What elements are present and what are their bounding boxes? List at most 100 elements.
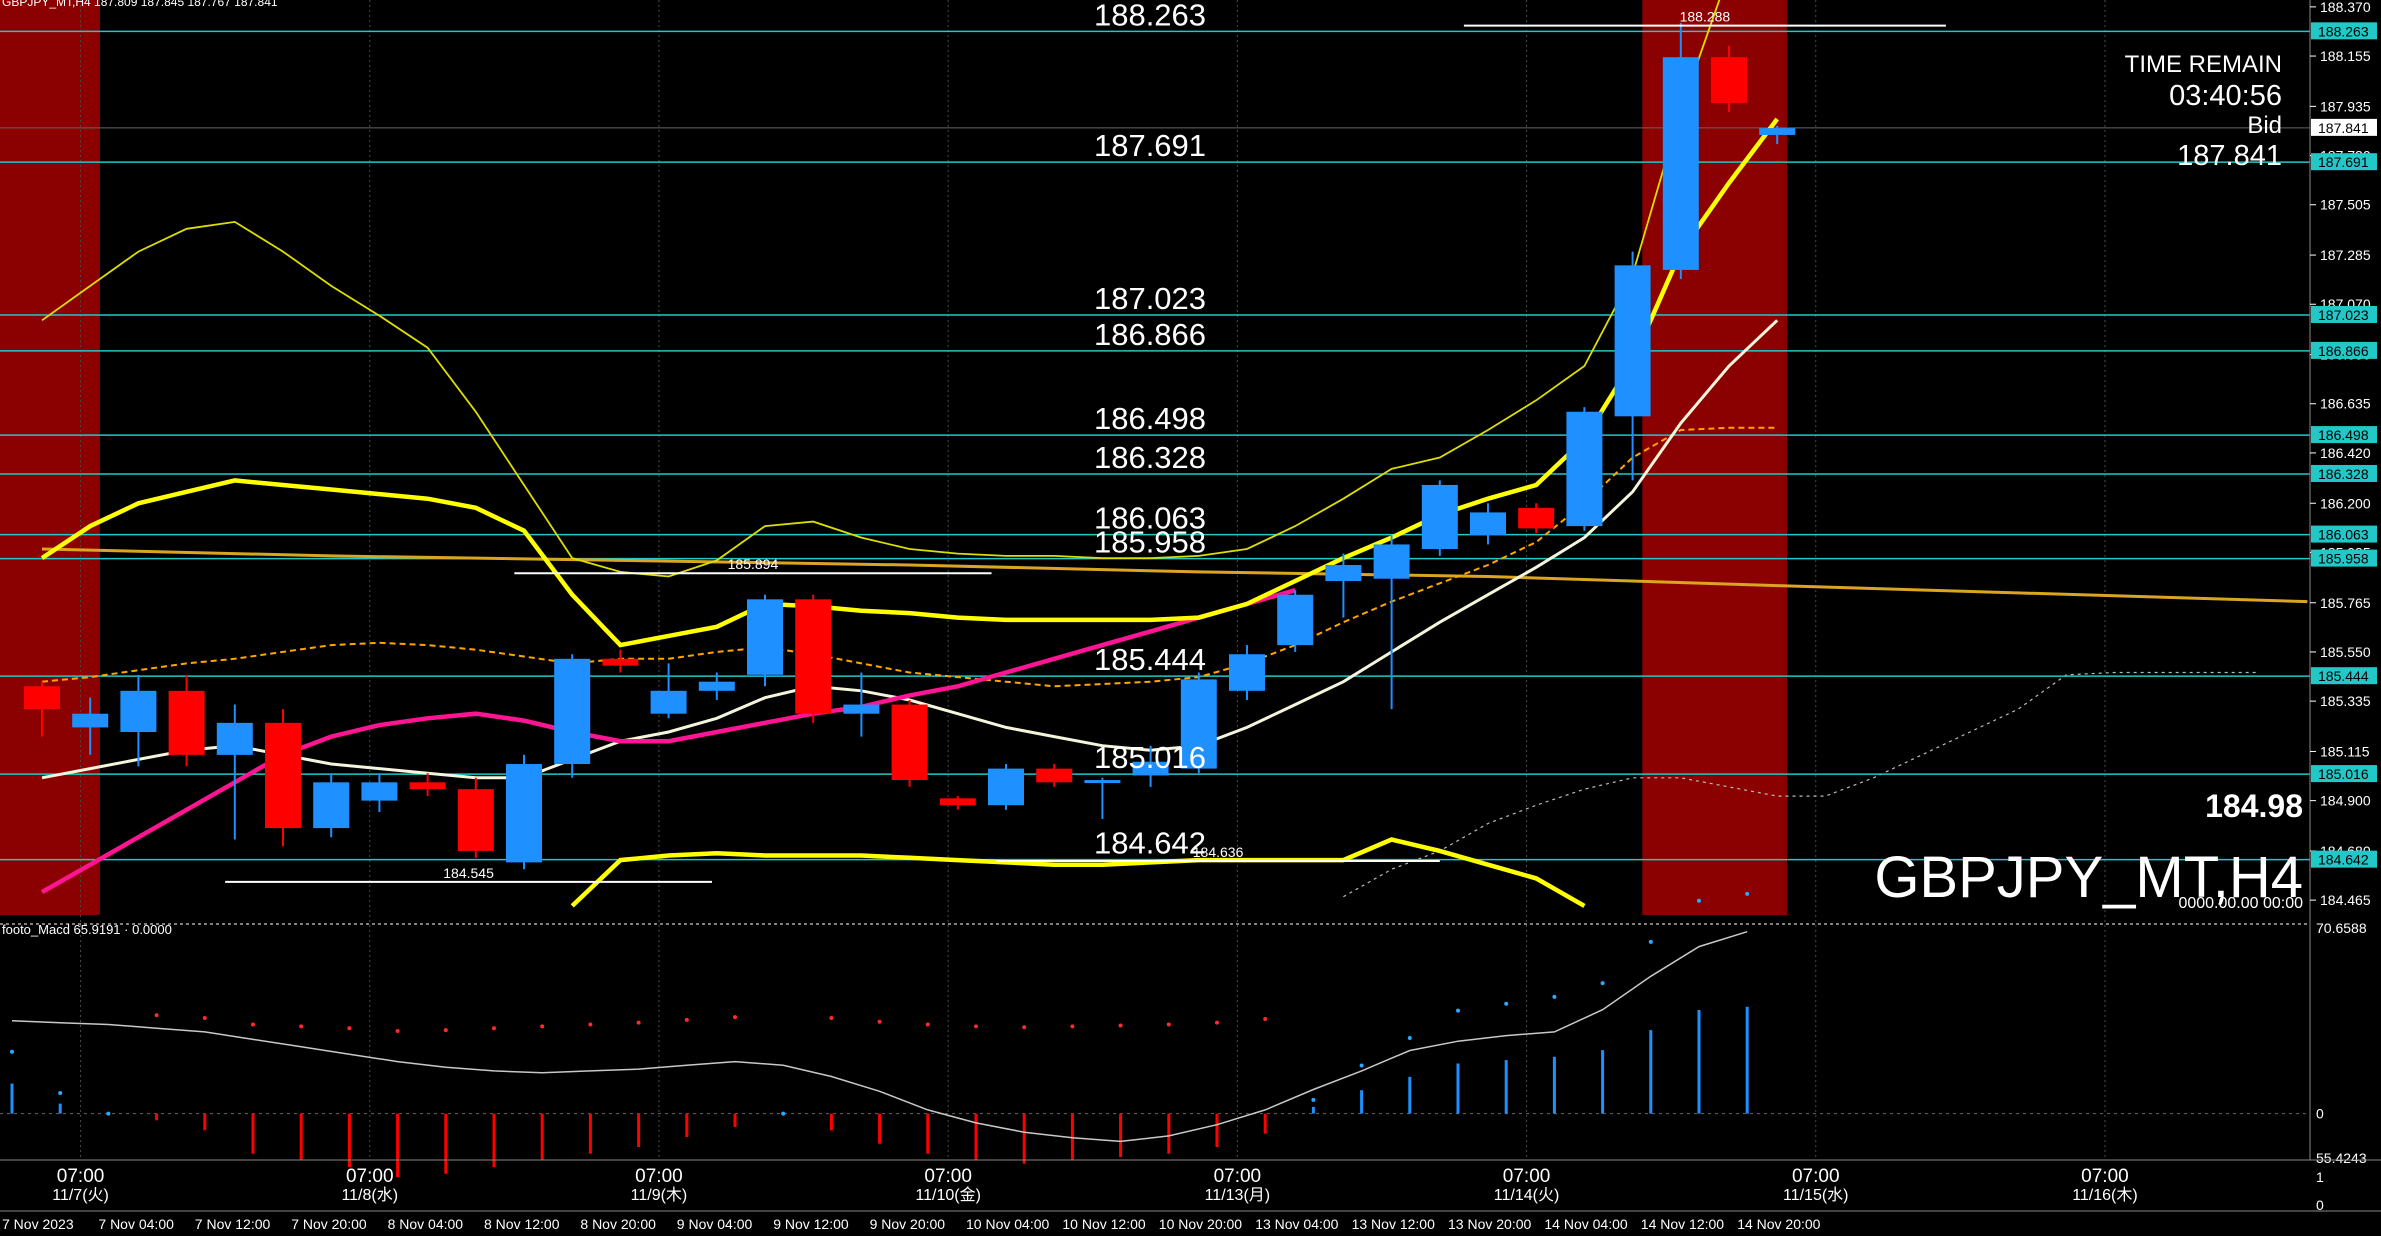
macd-dot-28 [1359,1063,1364,1068]
time-minor-label-13: 13 Nov 04:00 [1255,1216,1338,1232]
level-label-2: 187.023 [1094,281,1206,316]
candle-body-1 [72,713,109,728]
candle-body-29 [1421,484,1458,549]
level-axis-label-9: 185.016 [2318,766,2369,782]
level-axis-label-8: 185.444 [2318,668,2369,684]
time-major-label-6: 07:00 [1792,1166,1840,1187]
macd-dot-14 [684,1017,689,1022]
macd-dot-29 [1407,1036,1412,1041]
candle-17 [843,672,880,737]
candle-23 [1132,745,1169,787]
candle-body-34 [1662,57,1699,270]
candle-body-22 [1084,780,1121,784]
candle-body-16 [795,599,832,714]
level-axis-box-6 [2311,525,2377,543]
candle-22 [1084,777,1121,819]
swing-label-0: 188.288 [1680,9,1731,25]
time-major-date-5: 11/14(火) [1494,1187,1560,1204]
time-minor-label-10: 10 Nov 04:00 [966,1216,1049,1232]
time-major-label-7: 07:00 [2081,1166,2129,1187]
price-axis: 188.370188.155187.935187.720187.505187.2… [2309,0,2377,1160]
bid-value: 187.841 [2177,140,2282,172]
macd-dot-35 [1697,898,1701,903]
y-tick-label-13: 185.550 [2320,644,2371,660]
time-minor-label-1: 7 Nov 04:00 [98,1216,174,1232]
y-tick-label-18: 184.465 [2320,892,2371,908]
macd-dot-10 [492,1026,496,1031]
y-tick-label-16: 184.900 [2320,793,2371,809]
y-tick-label-8: 186.635 [2320,396,2371,412]
time-remain-value: 03:40:56 [2169,80,2282,112]
time-minor-label-3: 7 Nov 20:00 [291,1216,367,1232]
candle-body-3 [168,690,205,755]
candle-body-14 [698,681,735,691]
candlesticks [24,22,1796,870]
y-tick-label-2: 187.935 [2320,98,2371,114]
level-label-0: 188.263 [1094,0,1206,32]
candle-body-20 [988,768,1024,806]
info-panel: TIME REMAIN 03:40:56 Bid 187.841 [2125,51,2282,172]
candle-29 [1421,480,1458,556]
candle-body-26 [1277,594,1314,646]
time-major-label-5: 07:00 [1503,1166,1551,1187]
candle-34 [1662,22,1699,280]
candle-body-27 [1325,565,1362,582]
watermark-sub: 0000.00.00 00:00 [2178,895,2303,912]
ichimoku-cloud [1343,671,2260,898]
candle-35 [1711,45,1747,113]
candle-14 [698,672,735,700]
candle-body-10 [506,764,542,863]
level-label-3: 186.866 [1094,317,1206,352]
macd-dot-8 [395,1029,400,1034]
macd-dot-3 [154,1013,159,1018]
time-minor-label-2: 7 Nov 12:00 [195,1216,271,1232]
candle-21 [1036,764,1073,787]
overlay-orange-dashed [41,426,1778,688]
swing-label-2: 184.545 [443,865,494,881]
candle-body-30 [1470,512,1506,536]
time-minor-label-7: 9 Nov 04:00 [677,1216,753,1232]
macd-tick-1: 0 [2316,1106,2324,1122]
y-tick-label-0: 188.370 [2320,0,2371,15]
macd-dot-11 [540,1024,545,1029]
overlay-orange-line [41,547,2308,604]
candle-body-19 [939,798,976,806]
time-axis-right-0: 0 [2316,1197,2324,1213]
time-axis: 07:0011/7(火)07:0011/8(水)07:0011/9(木)07:0… [0,1159,2381,1232]
macd-indicator-label: footo_Macd 65.9191 · 0.0000 [2,922,172,937]
current-price-axis-box [2311,118,2377,136]
macd-dot-26 [1263,1016,1268,1021]
level-label-4: 186.498 [1094,401,1206,436]
macd-dot-2 [106,1111,111,1116]
time-major-label-1: 07:00 [346,1166,394,1187]
macd-dot-12 [588,1022,593,1027]
macd-dot-4 [202,1016,207,1021]
level-axis-label-10: 184.642 [2318,852,2369,868]
macd-dot-34 [1648,939,1653,944]
macd-dot-9 [443,1028,448,1033]
candle-body-0 [24,686,60,710]
overlay-yellow-upper [40,117,1779,648]
candle-30 [1470,503,1506,545]
macd-subwindow: 70.6588 0 55.4243 [0,891,2367,1178]
y-tick-label-14: 185.335 [2320,693,2371,709]
candle-13 [650,663,687,719]
level-axis-label-5: 186.328 [2318,466,2369,482]
macd-dot-17 [829,1016,834,1021]
candle-body-8 [409,782,446,790]
candle-body-6 [313,782,350,829]
level-axis-box-2 [2311,305,2377,323]
candle-11 [554,654,591,778]
candle-31 [1518,503,1555,533]
y-tick-label-5: 187.285 [2320,247,2371,263]
macd-dot-27 [1311,1097,1316,1102]
time-minor-label-0: 7 Nov 2023 [2,1216,74,1232]
macd-dot-18 [877,1019,882,1024]
level-label-8: 185.444 [1094,642,1206,677]
candle-body-11 [554,658,591,765]
macd-dot-0 [10,1049,14,1054]
time-minor-label-12: 10 Nov 20:00 [1159,1216,1242,1232]
level-axis-box-0 [2311,22,2377,40]
time-minor-label-18: 14 Nov 20:00 [1737,1216,1820,1232]
